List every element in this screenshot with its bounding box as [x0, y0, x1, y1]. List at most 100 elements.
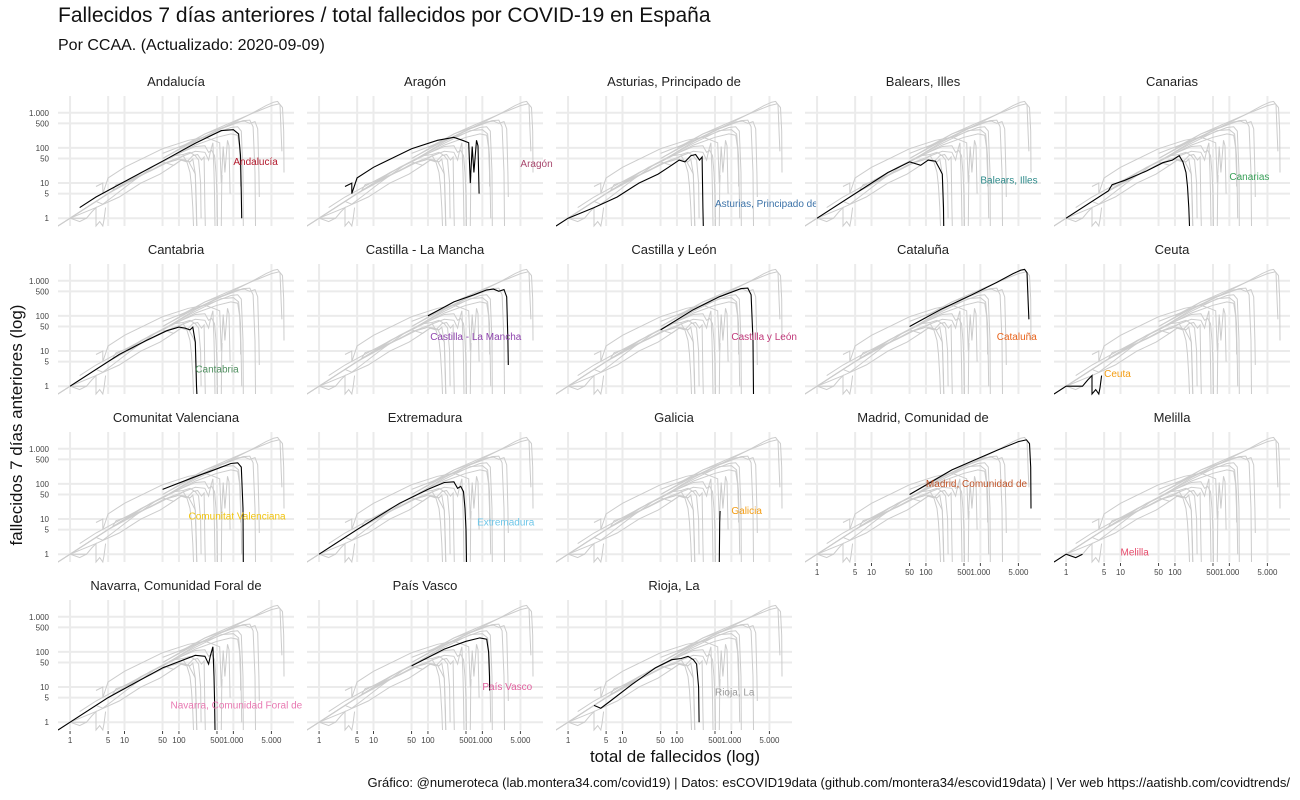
background-series-line — [593, 304, 729, 362]
background-series-line — [1065, 481, 1214, 563]
background-series-line — [909, 294, 991, 395]
panel-series — [556, 436, 783, 564]
background-series-line — [58, 142, 216, 227]
series-label: Castilla - La Mancha — [430, 332, 522, 343]
background-series-line — [567, 662, 696, 731]
panel-series — [307, 604, 534, 732]
x-tick-label: 5 — [355, 736, 360, 745]
background-series-line — [307, 542, 356, 564]
y-tick-label: 1 — [45, 718, 50, 727]
background-series-line — [909, 100, 1030, 159]
background-series-line — [805, 542, 854, 564]
background-series-line — [567, 145, 716, 227]
background-series-line — [307, 710, 356, 732]
y-tick-label: 10 — [40, 683, 49, 692]
background-series-line — [1158, 103, 1281, 173]
panel-title: Cataluña — [897, 242, 950, 257]
facet-panel: Navarra, Comunidad Foral de1510501005001… — [29, 578, 303, 745]
background-series-line — [567, 494, 696, 563]
background-series-line — [1216, 510, 1219, 563]
background-series-line — [162, 436, 283, 495]
background-series-line — [307, 142, 465, 227]
panel-title: Canarias — [1146, 74, 1199, 89]
x-axis-label: total de fallecidos (log) — [589, 747, 761, 766]
background-series-line — [1174, 120, 1256, 198]
y-tick-label: 10 — [40, 347, 49, 356]
background-series-line — [95, 655, 202, 723]
y-tick-label: 5 — [45, 694, 50, 703]
x-tick-label: 5.000 — [261, 736, 282, 745]
facet-panel: Ceuta Ceuta — [1054, 242, 1290, 396]
background-series-line — [1158, 100, 1279, 159]
series-label: Canarias — [1229, 172, 1269, 183]
background-series-line — [162, 126, 244, 227]
background-series-line — [411, 469, 491, 523]
panel-series — [1054, 100, 1281, 228]
background-series-line — [427, 624, 509, 702]
background-series-line — [411, 126, 493, 227]
background-series-line — [567, 649, 716, 731]
background-series-line — [307, 385, 336, 395]
background-series-line — [1091, 136, 1227, 194]
background-series-line — [676, 120, 758, 198]
background-series-line — [660, 607, 783, 677]
background-series-line — [344, 151, 451, 219]
x-tick-label: 10 — [1116, 568, 1125, 577]
background-series-line — [58, 710, 107, 732]
background-series-line — [307, 217, 336, 227]
background-series-line — [307, 206, 356, 228]
background-series-line — [909, 436, 1030, 495]
panel-title: Extremadura — [388, 410, 463, 425]
background-series-line — [1158, 271, 1281, 341]
background-series-line — [307, 153, 455, 227]
panel-title: Galicia — [654, 410, 695, 425]
background-series-line — [69, 494, 198, 563]
background-series-line — [842, 472, 978, 530]
highlight-series-line — [909, 268, 1030, 327]
background-series-line — [162, 103, 285, 173]
y-tick-label: 50 — [40, 154, 49, 163]
background-series-line — [925, 288, 1007, 366]
background-series-line — [556, 217, 585, 227]
x-tick-label: 100 — [919, 568, 933, 577]
panel-series — [1054, 268, 1281, 396]
background-series-line — [660, 133, 740, 187]
y-tick-label: 10 — [40, 179, 49, 188]
highlight-series-line — [79, 129, 243, 219]
x-tick-label: 1.000 — [970, 568, 991, 577]
background-series-line — [95, 319, 202, 387]
background-series-line — [178, 456, 260, 534]
background-series-line — [162, 268, 283, 327]
panel-title: Comunitat Valenciana — [113, 410, 240, 425]
y-tick-label: 1.000 — [29, 277, 50, 286]
background-series-line — [556, 374, 605, 396]
highlight-series-line — [556, 153, 704, 227]
y-tick-label: 1.000 — [29, 613, 50, 622]
background-series-line — [307, 646, 465, 731]
panel-title: Ceuta — [1155, 242, 1190, 257]
background-series-line — [567, 313, 716, 395]
background-series-line — [660, 126, 742, 227]
background-series-line — [411, 103, 534, 173]
highlight-series-line — [660, 287, 755, 395]
background-series-line — [318, 662, 447, 731]
background-series-line — [909, 126, 991, 227]
y-tick-label: 100 — [36, 312, 50, 321]
background-series-line — [1091, 304, 1227, 362]
x-tick-label: 5 — [604, 736, 609, 745]
panel-series — [307, 268, 534, 396]
background-series-line — [967, 342, 970, 395]
background-series-line — [58, 153, 206, 227]
background-series-line — [556, 721, 585, 731]
series-label: Melilla — [1121, 548, 1150, 559]
background-series-line — [1054, 478, 1212, 563]
background-series-line — [1065, 326, 1194, 395]
background-series-line — [1158, 294, 1240, 395]
x-tick-label: 500 — [1206, 568, 1220, 577]
background-series-line — [1054, 217, 1083, 227]
background-series-line — [660, 100, 781, 159]
x-tick-label: 1 — [815, 568, 820, 577]
series-label: Rioja, La — [715, 688, 755, 699]
background-series-line — [842, 487, 949, 555]
